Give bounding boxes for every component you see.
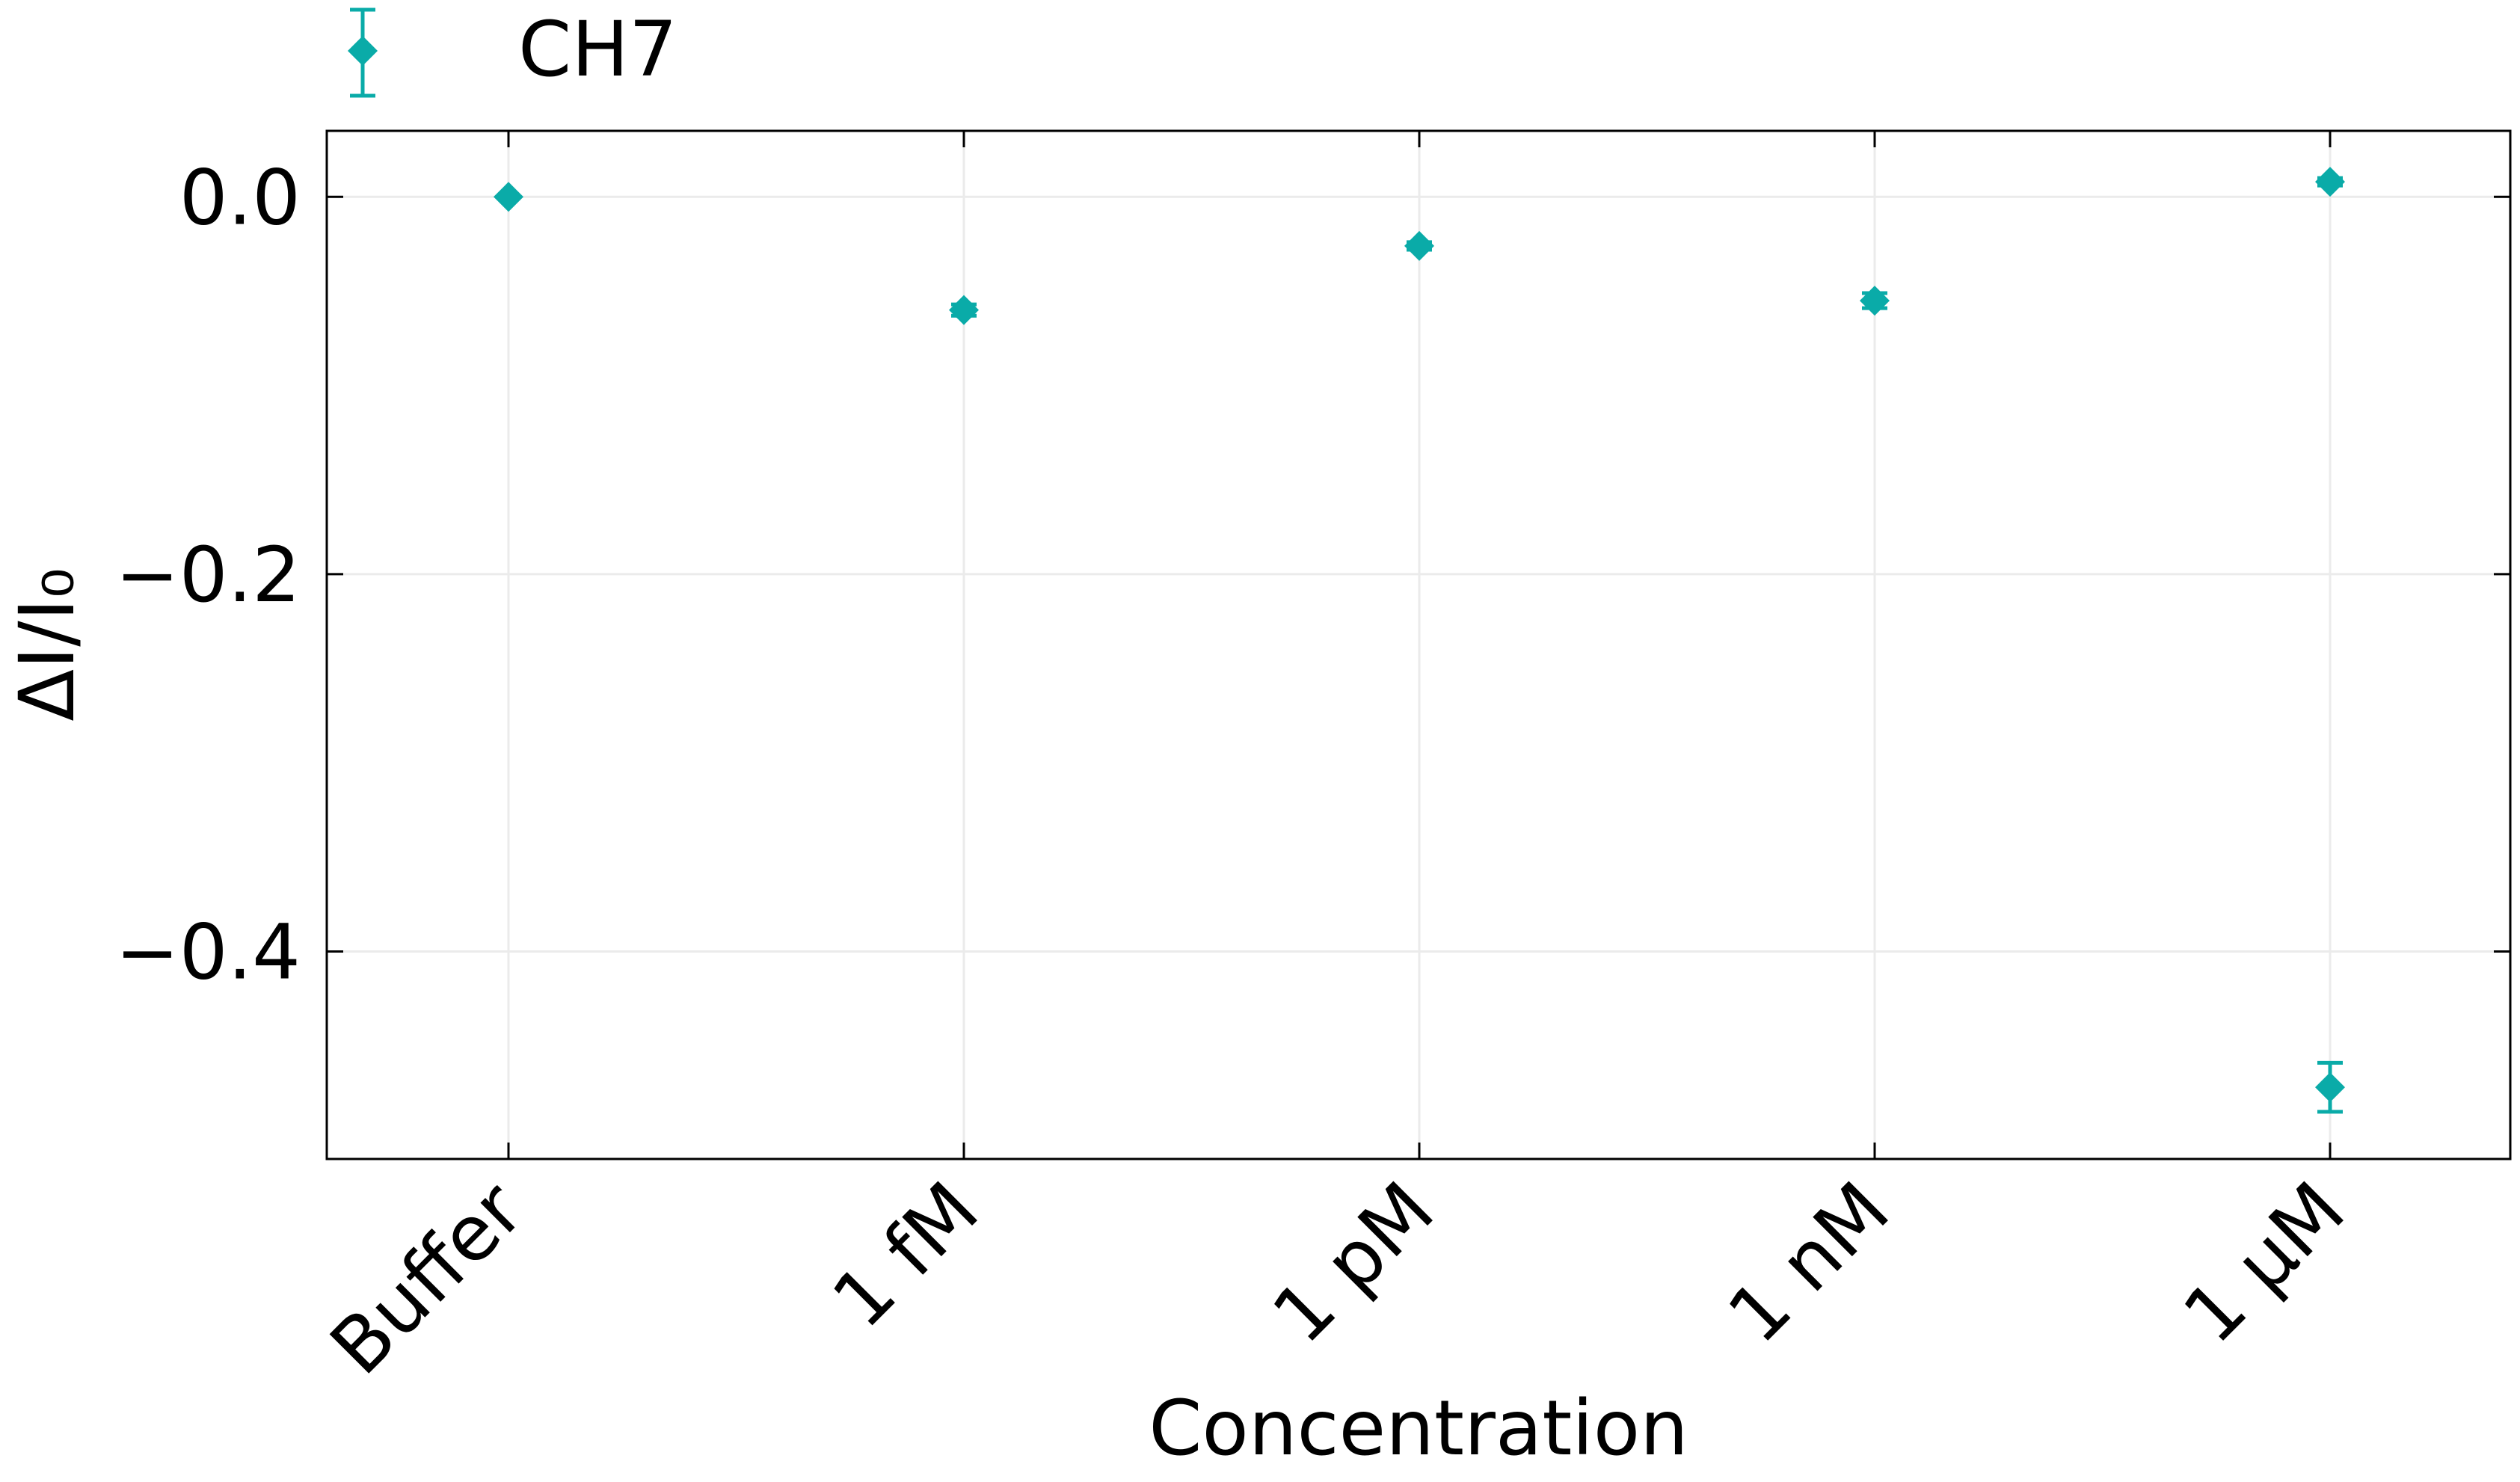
x-tick-label: 1 μM (2167, 1166, 2362, 1361)
diamond-marker (2315, 167, 2345, 197)
diamond-marker (494, 182, 523, 212)
axis-ticks: Buffer 1 fM 1 pM 1 nM 1 μM 0.0 −0.2 −0.4 (115, 131, 2510, 1392)
data-point (494, 182, 523, 212)
data-point (2315, 1060, 2345, 1114)
diamond-marker (949, 295, 979, 325)
data-point (949, 295, 979, 325)
x-tick-label: 1 nM (1712, 1166, 1907, 1361)
legend-diamond-icon (348, 36, 378, 66)
diamond-marker (1860, 286, 1890, 316)
legend-marker (348, 7, 378, 98)
data-point (1404, 230, 1434, 261)
y-tick-label: −0.2 (115, 531, 301, 620)
y-tick-label: 0.0 (179, 153, 301, 242)
x-tick-label: 1 fM (816, 1166, 996, 1346)
legend-label: CH7 (518, 5, 677, 94)
x-tick-label: Buffer (314, 1165, 541, 1392)
diamond-marker (2315, 1072, 2345, 1103)
y-tick-label: −0.4 (115, 908, 301, 997)
x-axis-label: Concentration (1149, 1384, 1688, 1473)
legend[interactable]: CH7 (348, 5, 677, 98)
data-point (1860, 286, 1890, 316)
y-axis-label: ΔI/I₀ (3, 568, 92, 721)
x-tick-label: 1 pM (1256, 1166, 1451, 1361)
diamond-marker (1404, 230, 1434, 261)
data-point (2315, 167, 2345, 197)
grid-lines (327, 131, 2510, 1159)
data-points (494, 167, 2345, 1114)
